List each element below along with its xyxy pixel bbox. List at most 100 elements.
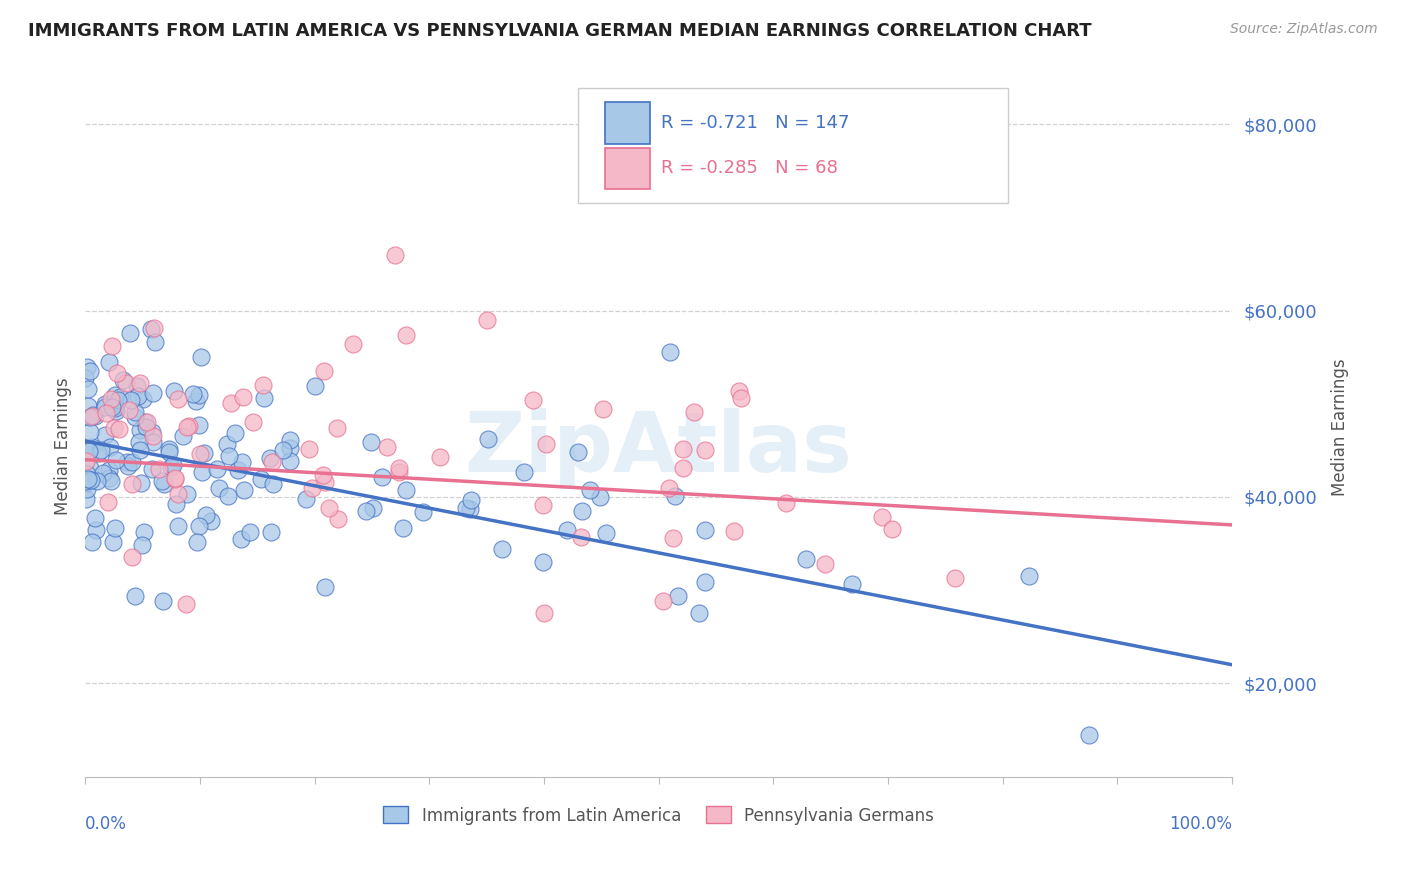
- Y-axis label: Median Earnings: Median Earnings: [1331, 359, 1348, 496]
- Point: [75, 491, 97, 506]
- Point: [76, 482, 98, 496]
- Point: [94, 406, 117, 420]
- Point: [153, 477, 176, 491]
- Point: [531, 555, 554, 569]
- Point: [167, 487, 190, 501]
- Point: [172, 429, 194, 443]
- Point: [356, 504, 378, 518]
- Point: [115, 455, 138, 469]
- Point: [671, 461, 693, 475]
- Point: [129, 423, 152, 437]
- Point: [97, 495, 120, 509]
- Point: [190, 466, 212, 480]
- Point: [188, 447, 211, 461]
- Point: [79, 461, 101, 475]
- Point: [77, 472, 100, 486]
- Point: [491, 541, 513, 556]
- Point: [193, 446, 215, 460]
- Point: [80, 474, 103, 488]
- Point: [75, 474, 97, 488]
- Point: [79, 410, 101, 425]
- Point: [342, 337, 364, 351]
- Point: [86, 524, 108, 538]
- Point: [659, 345, 682, 359]
- Point: [295, 491, 318, 506]
- Point: [124, 405, 146, 419]
- Point: [165, 497, 187, 511]
- Point: [82, 409, 104, 423]
- Point: [94, 397, 117, 411]
- Point: [176, 487, 198, 501]
- Point: [242, 416, 264, 430]
- Point: [208, 481, 231, 495]
- Point: [207, 462, 229, 476]
- Point: [723, 524, 745, 538]
- Point: [97, 355, 120, 369]
- Point: [318, 500, 340, 515]
- Point: [224, 425, 246, 440]
- Point: [128, 434, 150, 449]
- Point: [232, 390, 254, 404]
- Point: [121, 476, 143, 491]
- Point: [595, 526, 617, 541]
- Point: [105, 453, 128, 467]
- Point: [128, 376, 150, 390]
- Point: [76, 382, 98, 396]
- Point: [477, 432, 499, 446]
- Point: [233, 483, 256, 498]
- Point: [135, 420, 157, 434]
- Point: [278, 441, 301, 455]
- Point: [371, 470, 394, 484]
- Point: [186, 534, 208, 549]
- Point: [107, 422, 129, 436]
- Point: [395, 327, 418, 342]
- Point: [388, 461, 411, 475]
- Text: R = -0.721   N = 147: R = -0.721 N = 147: [661, 114, 849, 132]
- Point: [98, 440, 121, 454]
- Point: [882, 522, 904, 536]
- Point: [103, 421, 125, 435]
- Point: [260, 455, 283, 469]
- Point: [569, 531, 592, 545]
- Point: [239, 524, 262, 539]
- Point: [107, 393, 129, 408]
- Point: [252, 378, 274, 392]
- Point: [278, 454, 301, 468]
- Point: [730, 391, 752, 405]
- Point: [271, 443, 294, 458]
- Point: [870, 510, 893, 524]
- Point: [100, 400, 122, 414]
- Point: [579, 483, 602, 498]
- Point: [456, 501, 478, 516]
- Point: [841, 577, 863, 591]
- Point: [98, 471, 121, 485]
- Point: [460, 492, 482, 507]
- Point: [326, 420, 349, 434]
- Point: [388, 466, 411, 480]
- Point: [103, 535, 125, 549]
- Point: [177, 418, 200, 433]
- Point: [162, 458, 184, 473]
- Point: [314, 475, 336, 489]
- Point: [141, 322, 163, 336]
- Point: [118, 402, 141, 417]
- Point: [249, 472, 271, 486]
- Point: [218, 449, 240, 463]
- Point: [94, 427, 117, 442]
- Text: ZipAtlas: ZipAtlas: [465, 408, 852, 489]
- Point: [115, 376, 138, 391]
- Point: [84, 409, 107, 424]
- Point: [592, 402, 614, 417]
- Point: [105, 404, 128, 418]
- Point: [142, 429, 165, 443]
- Point: [82, 535, 104, 549]
- Point: [166, 519, 188, 533]
- Point: [157, 442, 180, 457]
- Point: [259, 451, 281, 466]
- Point: [384, 247, 406, 261]
- Point: [111, 373, 134, 387]
- Point: [163, 384, 186, 398]
- Point: [141, 425, 163, 439]
- Point: [190, 350, 212, 364]
- Point: [314, 364, 336, 378]
